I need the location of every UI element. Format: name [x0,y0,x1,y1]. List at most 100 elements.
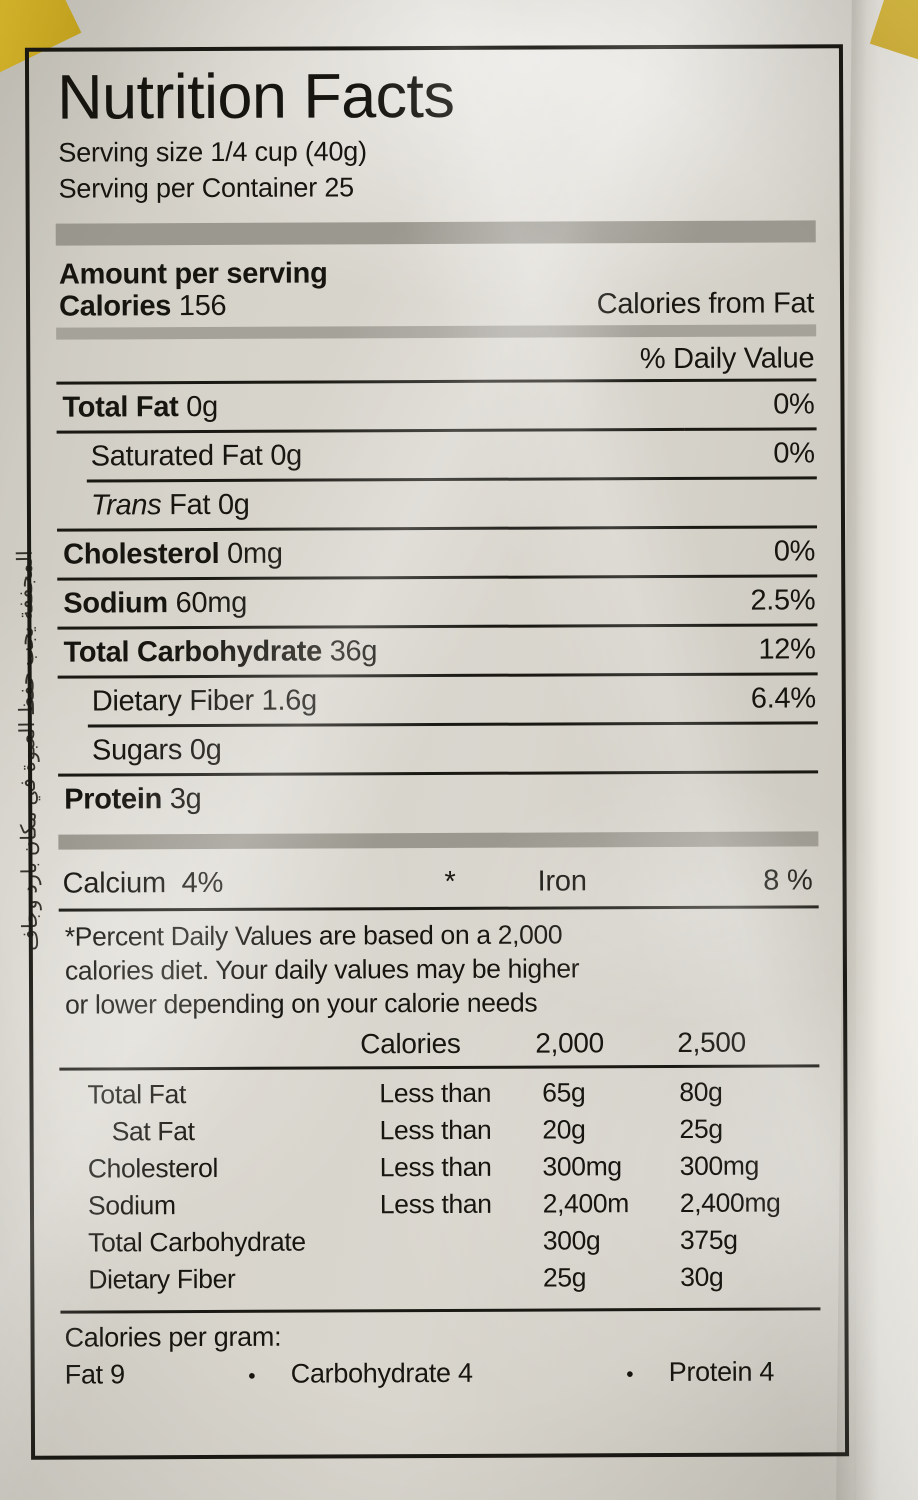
nutrient-name: Sodium [63,587,168,621]
daily-value-header: % Daily Value [639,342,815,376]
nutrient-dv: 12% [758,633,816,667]
table-row: Cholesterol 0mg 0% [57,529,817,578]
nutrient-dv: 2.5% [750,584,816,618]
table-row: Sodium 60mg 2.5% [57,578,817,627]
nutrient-dv [685,480,817,527]
calcium-cell: Calcium 4% [63,867,363,901]
dv-row-name: Sat Fat [111,1116,195,1147]
table-row: Trans Fat 0g [57,480,817,529]
nutrient-name: Total Fat [62,391,179,425]
serving-size-text: Serving size 1/4 cup (40g) [58,136,367,168]
nutrient-amount: 0g [189,734,222,767]
calories-cell: Calories 156 [59,290,226,324]
daily-value-footnote: *Percent Daily Values are based on a 2,0… [59,909,819,1022]
table-row: Dietary Fiber 25g 30g [60,1259,820,1299]
nutrition-facts-panel: Nutrition Facts Serving size 1/4 cup (40… [24,44,850,1460]
dv-row-value-2500: 25g [679,1114,723,1145]
nutrient-name-cell: Cholesterol 0mg [57,529,686,578]
nutrient-dv [687,774,819,821]
cpg-protein: Protein 4 [668,1356,775,1388]
nutrient-name-cell: Protein 3g [58,774,687,823]
cpg-fat: Fat 9 [64,1359,125,1390]
nutrient-name: Cholesterol [63,538,220,572]
dv-row-value-2500: 2,400mg [679,1187,781,1219]
nutrient-name: Saturated Fat [90,440,263,473]
table-row: Total Carbohydrate 300g 375g [60,1222,820,1262]
iron-label: Iron [537,865,587,898]
nutrient-dv: 0% [773,535,816,568]
table-row: Saturated Fat 0g 0% [57,429,817,480]
divider-bar-thick [55,220,816,246]
nutrient-amount: 0mg [227,538,283,571]
nutrient-amount: 0g [270,440,303,473]
footnote-line-1: *Percent Daily Values are based on a 2,0… [64,919,563,953]
nutrient-amount: 36g [329,635,378,668]
dv-row-qualifier: Less than [379,1152,492,1183]
dv-row-value-2500: 30g [680,1262,724,1293]
page-title: Nutrition Facts [56,60,455,133]
nutrient-name: Total Carbohydrate [63,635,322,670]
calories-label: Calories [58,290,172,324]
vitamins-separator-asterisk: * [444,866,456,899]
package-right-edge [856,0,918,1500]
footnote-line-3: or lower depending on your calorie needs [65,987,538,1020]
dv-row-name: Total Carbohydrate [88,1226,306,1258]
calories-from-fat-cell: Calories from Fat [597,288,816,322]
dv-header-calories: Calories [360,1028,461,1060]
dv-row-value-2500: 80g [679,1077,723,1108]
bullet-icon: • [626,1363,634,1387]
dv-row-qualifier: Less than [379,1189,492,1220]
dv-table-body: Total Fat Less than 65g 80g Sat Fat Less… [59,1074,820,1299]
nutrient-name: Sugars [91,734,183,767]
nutrient-dv [686,725,818,772]
table-row: Dietary Fiber 1.6g 6.4% [58,676,818,725]
dv-header-2500: 2,500 [677,1027,746,1059]
nutrient-name-cell: Dietary Fiber 1.6g [58,676,687,725]
calories-value: 156 [178,290,227,323]
dv-row-name: Sodium [87,1190,176,1221]
dv-header-blank [59,1029,360,1062]
dv-header-2000: 2,000 [535,1027,604,1059]
nutrient-table: Total Fat 0g 0% Saturated Fat 0g 0% [56,381,819,823]
dv-row-name: Dietary Fiber [88,1264,236,1295]
nutrient-name-cell: Trans Fat 0g [57,480,686,529]
nutrient-name-cell: Total Fat 0g [56,382,686,433]
nutrient-amount: Fat 0g [169,489,250,522]
dv-row-name: Total Fat [87,1079,187,1110]
table-row: Cholesterol Less than 300mg 300mg [60,1148,820,1188]
nutrient-name-cell: Total Carbohydrate 36g [57,627,686,676]
calcium-label: Calcium [62,867,166,901]
dv-row-value-2000: 300g [542,1225,601,1256]
dv-row-value-2000: 20g [542,1114,586,1145]
nutrient-name: Protein [64,783,163,817]
table-row: Protein 3g [58,774,818,823]
calories-from-fat-label: Calories from Fat [596,287,815,321]
nutrient-amount: 60mg [175,587,248,620]
dv-table-header-row: Calories 2,000 2,500 [59,1018,820,1072]
calories-per-gram-row: Fat 9 • Carbohydrate 4 • Protein 4 [61,1353,821,1391]
nutrient-dv: 0% [684,381,817,430]
table-row: Total Fat 0g 0% [56,381,817,433]
cpg-carbohydrate: Carbohydrate 4 [290,1358,473,1390]
nutrient-dv: 6.4% [750,682,816,716]
calcium-value: 4% [181,867,224,900]
nutrient-amount: 3g [169,783,202,816]
calories-row: Calories 156 Calories from Fat [59,288,816,324]
dv-row-value-2500: 300mg [679,1150,760,1182]
servings-per-container-text: Serving per Container 25 [58,172,354,204]
daily-value-header-row: % Daily Value [56,336,817,386]
table-row: Sodium Less than 2,400m 2,400mg [60,1185,820,1225]
dv-row-value-2500: 375g [679,1225,738,1256]
nutrient-name-cell: Sodium 60mg [57,578,686,627]
vitamins-row: Calcium 4% * Iron 8 % [58,856,819,913]
iron-value: 8 % [763,864,813,898]
nutrient-amount: 0g [186,391,218,424]
nutrient-table-body: Total Fat 0g 0% Saturated Fat 0g 0% [56,381,819,823]
table-row: Total Carbohydrate 36g 12% [57,627,817,676]
dv-row-value-2000: 65g [542,1077,586,1108]
bullet-icon: • [248,1365,256,1389]
dv-row-qualifier [380,1223,543,1261]
dv-row-name: Cholesterol [87,1153,219,1184]
